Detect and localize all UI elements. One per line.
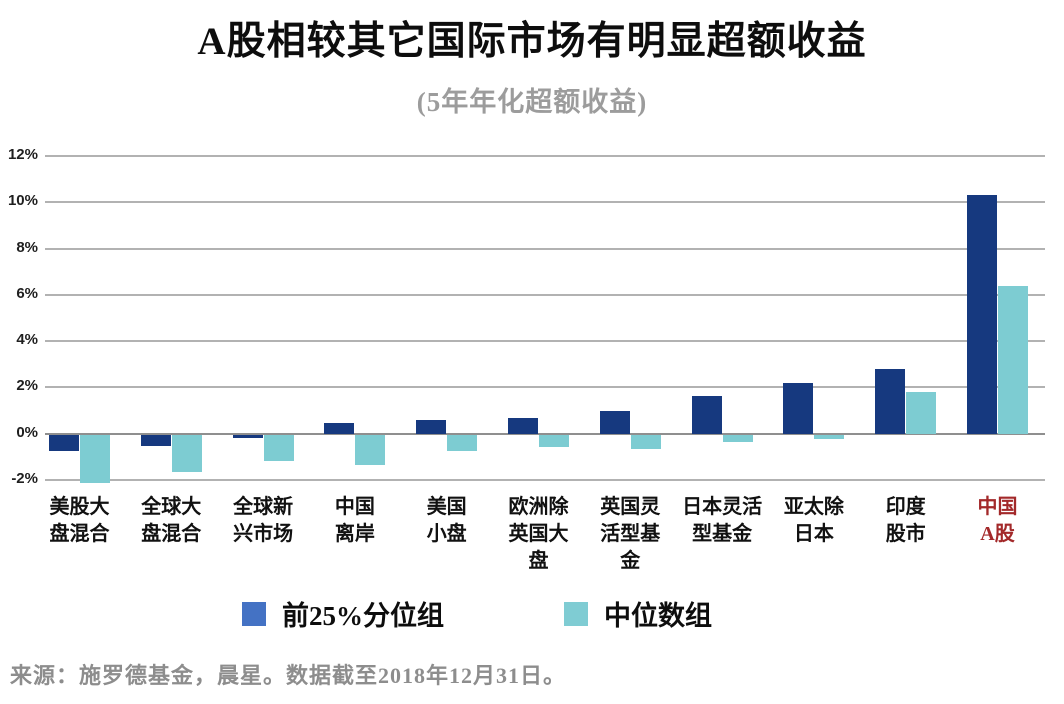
- legend-item-top25: 前25%分位组: [242, 594, 444, 633]
- chart-title: A股相较其它国际市场有明显超额收益: [197, 20, 867, 63]
- gridline-0%: [45, 432, 1045, 435]
- gridline--2%: [45, 479, 1045, 481]
- source-note: 来源：施罗德基金，晨星。数据截至2018年12月31日。: [10, 663, 567, 688]
- bar-top25-美国小盘: [416, 419, 447, 434]
- bar-median-全球新兴市场: [263, 434, 294, 462]
- x-axis-label-全球大盘混合: 全球大 盘混合: [141, 496, 202, 545]
- bar-median-日本灵活型基金: [722, 434, 753, 442]
- legend-swatch-top25-icon: [242, 601, 266, 626]
- bar-median-中国A股: [998, 285, 1028, 434]
- legend-swatch-median-icon: [564, 601, 588, 626]
- bar-top25-全球大盘混合: [140, 434, 171, 447]
- y-axis-tick--2%: -2%: [11, 470, 38, 487]
- x-axis-label-日本灵活型基金: 日本灵活 型基金: [682, 496, 763, 545]
- bar-top25-美股大盘混合: [49, 434, 79, 451]
- bar-top25-印度股市: [875, 368, 906, 434]
- bar-median-亚太除日本: [814, 434, 845, 440]
- bar-median-美股大盘混合: [80, 434, 110, 484]
- bar-top25-日本灵活型基金: [691, 395, 722, 434]
- chart-legend: 前25%分位组 中位数组: [0, 594, 1009, 633]
- bar-top25-中国A股: [967, 195, 997, 434]
- x-axis-label-英国灵活型基金: 英国灵 活型基 金: [600, 496, 661, 572]
- chart-subtitle: (5年年化超额收益): [416, 87, 648, 117]
- y-axis-tick-0%: 0%: [16, 423, 38, 441]
- x-axis-label-中国离岸: 中国 离岸: [334, 496, 375, 545]
- x-axis-label-亚太除日本: 亚太除 日本: [783, 496, 844, 545]
- x-axis-label-欧洲除英国大盘: 欧洲除 英国大 盘: [508, 496, 569, 572]
- bar-median-全球大盘混合: [171, 434, 202, 472]
- gridline-8%: [45, 247, 1045, 250]
- bar-top25-亚太除日本: [783, 382, 814, 434]
- y-axis-tick-6%: 6%: [16, 284, 38, 302]
- bar-median-英国灵活型基金: [630, 434, 661, 449]
- x-axis-label-全球新兴市场: 全球新 兴市场: [233, 496, 294, 545]
- legend-label-median: 中位数组: [604, 601, 712, 631]
- bar-top25-欧洲除英国大盘: [508, 417, 538, 434]
- y-axis-tick-2%: 2%: [16, 377, 38, 395]
- legend-item-median: 中位数组: [564, 594, 712, 633]
- gridline-4%: [45, 340, 1045, 343]
- bar-top25-英国灵活型基金: [599, 410, 630, 434]
- x-axis-label-美股大盘混合: 美股大 盘混合: [49, 496, 110, 545]
- bar-median-美国小盘: [447, 434, 478, 451]
- bar-top25-全球新兴市场: [232, 434, 263, 439]
- bar-median-印度股市: [906, 392, 937, 434]
- x-axis-label-中国A股: 中国 A股: [977, 496, 1018, 545]
- x-axis-label-印度股市: 印度 股市: [885, 496, 926, 545]
- y-axis-tick-8%: 8%: [16, 238, 38, 256]
- gridline-6%: [45, 293, 1045, 296]
- y-axis-tick-4%: 4%: [16, 331, 38, 349]
- y-axis-tick-12%: 12%: [7, 146, 38, 163]
- gridline-10%: [45, 201, 1045, 204]
- bar-top25-中国离岸: [324, 423, 355, 434]
- bar-median-中国离岸: [355, 434, 386, 465]
- gridline-12%: [45, 155, 1045, 157]
- y-axis-tick-10%: 10%: [7, 192, 38, 210]
- legend-label-top25: 前25%分位组: [282, 601, 444, 631]
- x-axis-label-美国小盘: 美国 小盘: [426, 496, 467, 545]
- gridline-2%: [45, 386, 1045, 389]
- bar-median-欧洲除英国大盘: [539, 434, 569, 448]
